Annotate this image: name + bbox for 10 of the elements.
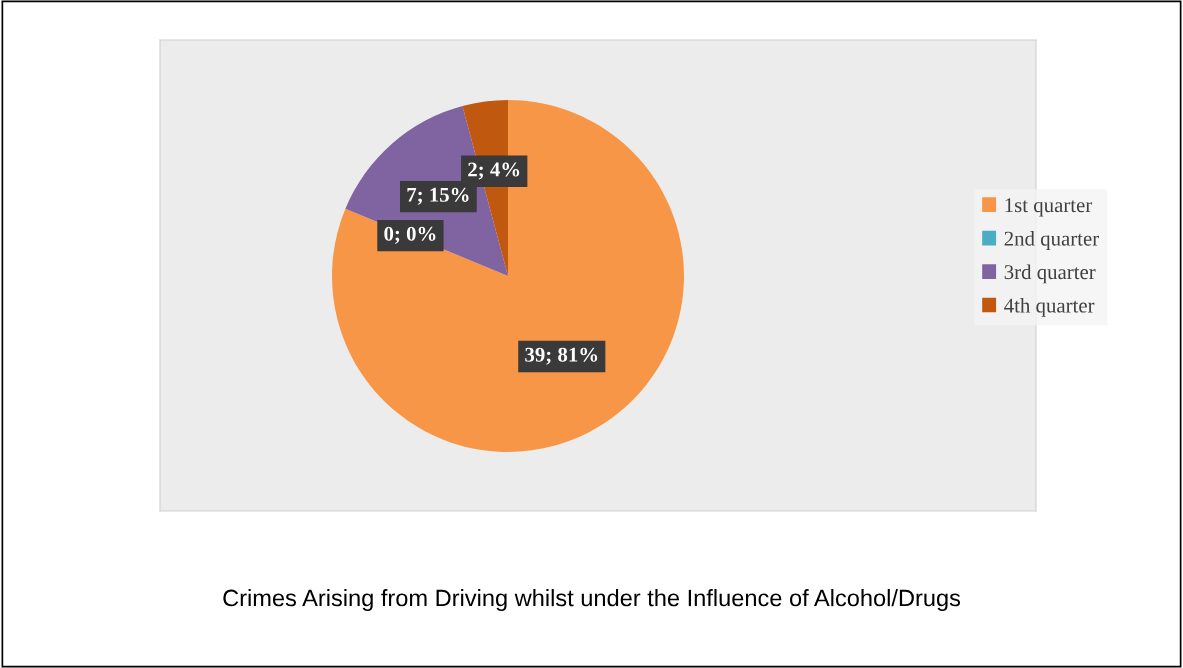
legend-label: 4th quarter: [1004, 297, 1095, 317]
legend-label: 3rd quarter: [1004, 264, 1096, 284]
text: 0; 0%: [384, 226, 436, 244]
data-label: 39; 81%: [525, 347, 598, 365]
pie-slice: [332, 100, 684, 452]
legend-label: 1st quarter: [1005, 198, 1093, 217]
data-label: 7; 15%: [407, 187, 469, 205]
data-label: 2; 4%: [468, 162, 520, 180]
legend-label: 2nd quarter: [1004, 231, 1099, 250]
text: Crimes Arising from Driving whilst under the Influence of Alcohol/Drugs: [223, 588, 961, 612]
